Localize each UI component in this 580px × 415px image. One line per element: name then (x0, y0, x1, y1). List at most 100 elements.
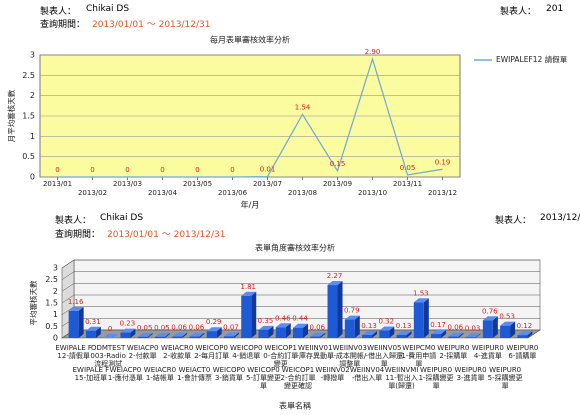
x-tick-label: 2013/07 (253, 180, 282, 188)
data-label: 1.81 (240, 283, 256, 291)
bar-side (285, 323, 291, 338)
bar (500, 325, 511, 338)
data-label: 2.27 (327, 272, 343, 280)
grid-line (61, 294, 540, 304)
series-line (57, 57, 443, 178)
bar (362, 334, 373, 338)
grid-line (61, 306, 540, 315)
x-tick-label: EWIPALE F15-加班單 (72, 366, 110, 382)
data-label: 0.06 (171, 324, 187, 332)
bar-top (275, 323, 291, 328)
bar (396, 334, 407, 338)
data-label: 0.06 (189, 324, 205, 332)
grid-line (61, 259, 540, 269)
bar-side (78, 306, 84, 338)
y-axis-label: 月平均審核天數 (6, 89, 16, 142)
data-label: 0.13 (361, 322, 377, 330)
bar (172, 336, 183, 338)
bar (275, 327, 286, 338)
x-tick-label: 2013/06 (218, 189, 248, 197)
grid-line (61, 271, 540, 280)
bar-side (492, 316, 498, 338)
bar-top (327, 281, 343, 286)
x-tick-label: WEIINV05 -借出入歸還單 (365, 344, 404, 368)
bar-top (448, 332, 464, 337)
x-tick-label: WEICOP0 4-銷退單 (229, 344, 263, 360)
data-label: 2.90 (365, 48, 381, 56)
x-tick-label: WEIPUR0 2-採購單 (437, 344, 470, 360)
x-tick-label: 2013/01 (43, 180, 72, 188)
y-tick-label: 0 (30, 173, 35, 182)
data-label: 0.35 (258, 317, 274, 325)
x-tick-label: WEICOP1 2-合約訂單變更確認 (280, 366, 316, 390)
bar (68, 310, 79, 338)
bar-top (206, 327, 222, 332)
bar-top (465, 333, 481, 338)
bar-side (337, 281, 343, 338)
bar (293, 327, 303, 338)
y-tick-label: 1 (30, 132, 35, 141)
x-tick-label: WEIINV01 -庫存異動單 (296, 344, 335, 360)
bar (223, 336, 234, 338)
bar-side (199, 332, 205, 338)
bar-top (310, 332, 326, 337)
bar-top (413, 298, 429, 303)
x-tick-label: 2013/09 (323, 180, 352, 188)
x-tick-label: WEIINV02 -轉撥單 (315, 366, 350, 382)
bar-top (241, 291, 257, 296)
data-label: 0.23 (120, 320, 136, 328)
bar (482, 320, 493, 338)
bar-top (517, 331, 533, 336)
data-label: 0.46 (275, 314, 291, 322)
bar-top (258, 325, 274, 330)
maker: Chikai DS (86, 4, 130, 14)
data-label: 0 (195, 166, 199, 174)
bar-side (268, 325, 274, 338)
bar (258, 329, 269, 338)
data-label: 0.32 (378, 318, 394, 326)
y-tick-label: 3 (53, 264, 58, 273)
data-label: 0.03 (465, 324, 481, 332)
x-tick-label: WEIPUR0 4-進貨單 (471, 344, 504, 360)
legend-label: EWIPALEF12 請假單 (496, 54, 568, 64)
x-tick-label: 2013/11 (393, 180, 422, 188)
bar-side (320, 332, 326, 338)
bar-side (441, 330, 447, 338)
x-tick-label: WEIACR0 1-結帳單 (143, 366, 177, 382)
x-tick-label: WEIPUR0 3-進貨單 (454, 366, 487, 382)
y-tick-label: 2.5 (45, 275, 58, 284)
bar-top (379, 326, 395, 331)
right-value: 2013/12/12 (540, 213, 580, 223)
period: 2013/01/01 ～ 2013/12/31 (92, 20, 211, 30)
chart-title: 表單角度審核效率分析 (255, 243, 335, 253)
bar (310, 336, 321, 338)
x-tick-label: 2013/08 (288, 189, 317, 197)
bar-side (164, 332, 170, 338)
x-tick-label: WEIACP0 2-付款單 (126, 344, 159, 360)
y-tick-label: 2.5 (22, 71, 35, 80)
bar-top (189, 332, 205, 337)
bar-side (303, 323, 308, 338)
bar-top (172, 332, 188, 337)
x-tick-label: 2013/04 (148, 189, 178, 197)
bar-side (423, 298, 429, 338)
data-label: 0.07 (223, 323, 239, 331)
bar (465, 337, 476, 338)
data-label: 0 (160, 166, 164, 174)
bar-side (372, 330, 378, 338)
data-label: 0.12 (517, 322, 533, 330)
x-axis-label: 表單名稱 (279, 401, 311, 411)
data-label: 0 (108, 325, 112, 333)
data-label: 0.06 (309, 324, 325, 332)
y-tick-label: 0.5 (22, 152, 35, 161)
bar (154, 336, 165, 338)
y-tick-label: 1.5 (22, 112, 35, 121)
x-tick-label: 2013/05 (183, 180, 212, 188)
period-label: 查詢期間： (40, 20, 86, 30)
data-label: 0.79 (344, 307, 360, 315)
data-label: 0.53 (499, 313, 515, 321)
bar-top (362, 330, 378, 335)
bar-side (130, 328, 136, 338)
bar-top (68, 306, 84, 311)
data-label: 0.76 (482, 307, 498, 315)
